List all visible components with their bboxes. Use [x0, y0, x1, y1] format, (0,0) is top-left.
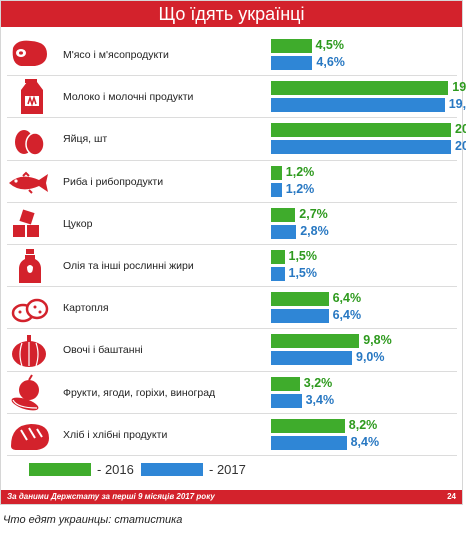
- category-label: Яйця, шт: [63, 133, 108, 146]
- value-label-2017: 8,4%: [350, 434, 380, 449]
- value-label-2016: 1,2%: [285, 164, 315, 179]
- value-label-2017: 6,4%: [332, 308, 362, 323]
- value-label-2016: 19,7%: [452, 80, 466, 95]
- legend-label-2016: - 2016: [97, 462, 134, 477]
- category-label: Овочі і баштанні: [63, 344, 143, 357]
- chart-row: Фрукти, ягоди, горіхи, виноград 3,2% 3,4%: [1, 372, 462, 414]
- category-label: М'ясо і м'ясопродукти: [63, 49, 169, 61]
- value-label-2017: 20: [455, 139, 466, 154]
- chart-row: Олія та інші рослинні жири 1,5% 1,5%: [1, 245, 462, 287]
- bar-2017: [271, 393, 302, 408]
- row-divider: [7, 412, 457, 414]
- bar-2017: [271, 309, 329, 324]
- bar-2017: [271, 140, 451, 155]
- value-label-2016: 20: [455, 122, 466, 137]
- meat-icon: [7, 36, 51, 74]
- value-label-2017: 9,0%: [356, 350, 385, 365]
- bar-2017: [271, 351, 352, 366]
- infographic: Що їдять українці М'ясо і м'ясопродукти 4…: [0, 0, 466, 505]
- value-label-2016: 2,7%: [299, 206, 328, 221]
- chart-row: Яйця, шт 20 20: [1, 118, 466, 160]
- value-label-2016: 1,5%: [288, 249, 318, 263]
- category-label: Молоко і молочні продукти: [63, 91, 194, 104]
- value-label-2017: 3,4%: [305, 392, 335, 407]
- potatoes-icon: [7, 289, 51, 327]
- bar-2017: [271, 435, 347, 450]
- eggs-icon: [7, 120, 51, 158]
- legend-swatch-2016: [29, 463, 91, 476]
- legend-item-2017: - 2017: [141, 462, 251, 477]
- bar-2016: [271, 292, 329, 307]
- category-label: Риба і рибопродукти: [63, 175, 164, 188]
- chart-title: Що їдять українці: [1, 1, 462, 27]
- value-label-2017: 19,3%: [448, 97, 466, 112]
- category-label: Картопля: [63, 302, 109, 315]
- chart-row: Хліб і хлібні продукти 8,2% 8,4%: [1, 414, 462, 456]
- chart-row: М'ясо і м'ясопродукти 4,5% 4,6%: [1, 34, 462, 76]
- row-divider: [7, 244, 457, 245]
- chart-row: Цукор 2,7% 2,8%: [1, 203, 462, 245]
- bar-2017: [271, 267, 285, 281]
- row-divider: [7, 75, 457, 77]
- category-label: Олія та інші рослинні жири: [63, 260, 194, 272]
- legend-label-2017: - 2017: [209, 462, 246, 477]
- category-label: Цукор: [63, 217, 93, 230]
- bar-2016: [271, 250, 285, 264]
- fish-icon: [7, 163, 51, 201]
- row-divider: [7, 201, 457, 203]
- bar-2016: [271, 207, 296, 222]
- row-divider: [7, 117, 457, 119]
- fruits-icon: [7, 374, 51, 412]
- bar-2017: [271, 56, 313, 70]
- bar-2016: [271, 39, 312, 53]
- sugar-cubes-icon: [7, 205, 51, 243]
- source-text: За даними Держстату за перші 9 місяців 2…: [7, 492, 215, 501]
- caption: Что едят украинцы: статистика: [3, 514, 183, 526]
- category-label: Фрукти, ягоди, горіхи, виноград: [63, 386, 216, 399]
- value-label-2017: 1,5%: [288, 266, 318, 280]
- bar-2017: [271, 182, 282, 197]
- row-divider: [7, 455, 457, 456]
- source-footer: За даними Держстату за перші 9 місяців 2…: [1, 490, 462, 504]
- bar-2016: [271, 81, 449, 96]
- bar-2016: [271, 123, 451, 138]
- row-divider: [7, 159, 457, 161]
- chart-row: Молоко і молочні продукти 19,7% 19,3%: [1, 76, 466, 118]
- category-label: Хліб і хлібні продукти: [63, 428, 168, 441]
- value-label-2016: 4,5%: [315, 38, 345, 52]
- chart-row: Риба і рибопродукти 1,2% 1,2%: [1, 161, 462, 203]
- row-divider: [7, 328, 457, 330]
- bar-2017: [271, 98, 445, 113]
- row-divider: [7, 370, 457, 372]
- value-label-2016: 9,8%: [363, 333, 392, 348]
- bar-2016: [271, 165, 282, 180]
- bar-2016: [271, 376, 300, 391]
- milk-carton-icon: [7, 78, 51, 116]
- bread-icon: [7, 416, 51, 454]
- row-divider: [7, 286, 457, 288]
- chart-row: Картопля 6,4% 6,4%: [1, 287, 462, 329]
- chart-row: Овочі і баштанні 9,8% 9,0%: [1, 329, 462, 371]
- value-label-2017: 2,8%: [300, 223, 329, 238]
- value-label-2016: 3,2%: [303, 375, 333, 390]
- legend-item-2016: - 2016: [29, 462, 139, 477]
- legend-swatch-2017: [141, 463, 203, 476]
- pumpkin-icon: [7, 331, 51, 369]
- logo: 24: [447, 492, 456, 501]
- bar-2016: [271, 418, 345, 433]
- bar-2017: [271, 224, 297, 239]
- oil-bottle-icon: [7, 247, 51, 285]
- value-label-2016: 8,2%: [348, 417, 378, 432]
- value-label-2017: 1,2%: [285, 181, 315, 196]
- value-label-2017: 4,6%: [316, 55, 345, 69]
- value-label-2016: 6,4%: [332, 291, 362, 306]
- bar-2016: [271, 334, 360, 349]
